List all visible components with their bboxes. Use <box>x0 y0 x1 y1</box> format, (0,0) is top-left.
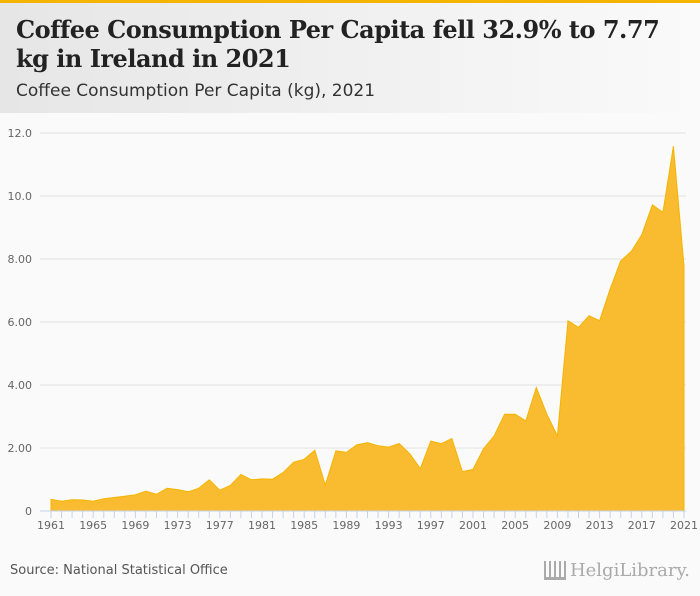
x-tick-label: 1961 <box>37 519 65 532</box>
logo-text: HelgiLibrary. <box>569 560 690 581</box>
x-tick-label: 2009 <box>543 519 571 532</box>
library-icon <box>543 561 566 580</box>
x-tick-label: 1969 <box>121 519 149 532</box>
x-tick-label: 1985 <box>290 519 318 532</box>
y-tick-label: 0 <box>25 505 32 518</box>
header: Coffee Consumption Per Capita fell 32.9%… <box>0 3 700 113</box>
source-note: Source: National Statistical Office <box>10 563 228 578</box>
page-title: Coffee Consumption Per Capita fell 32.9%… <box>16 15 660 73</box>
x-tick-label: 2001 <box>459 519 487 532</box>
x-tick-label: 2005 <box>501 519 529 532</box>
y-tick-label: 8.00 <box>8 253 33 266</box>
x-tick-label: 1965 <box>79 519 107 532</box>
area-series <box>50 146 685 512</box>
x-tick-label: 1981 <box>248 519 276 532</box>
chart-subtitle: Coffee Consumption Per Capita (kg), 2021 <box>16 81 376 101</box>
y-tick-label: 2.00 <box>8 442 33 455</box>
y-tick-label: 4.00 <box>8 379 33 392</box>
x-tick-label: 1973 <box>164 519 192 532</box>
x-tick-label: 1989 <box>332 519 360 532</box>
x-tick-label: 1993 <box>375 519 403 532</box>
helgi-library-logo[interactable]: HelgiLibrary. <box>543 560 690 581</box>
y-tick-label: 10.0 <box>8 190 33 203</box>
y-tick-label: 12.0 <box>8 127 33 140</box>
area-chart: 0 2.00 4.00 6.00 8.00 10.0 12.0 1961 1965 1969 197… <box>8 127 699 532</box>
x-tick-label: 2013 <box>586 519 614 532</box>
top-accent-bar <box>0 0 700 3</box>
y-tick-label: 6.00 <box>8 316 33 329</box>
x-tick-label: 1997 <box>417 519 445 532</box>
x-tick-label: 2021 <box>670 519 698 532</box>
x-tick-label: 1977 <box>206 519 234 532</box>
x-tick-label: 2017 <box>628 519 656 532</box>
